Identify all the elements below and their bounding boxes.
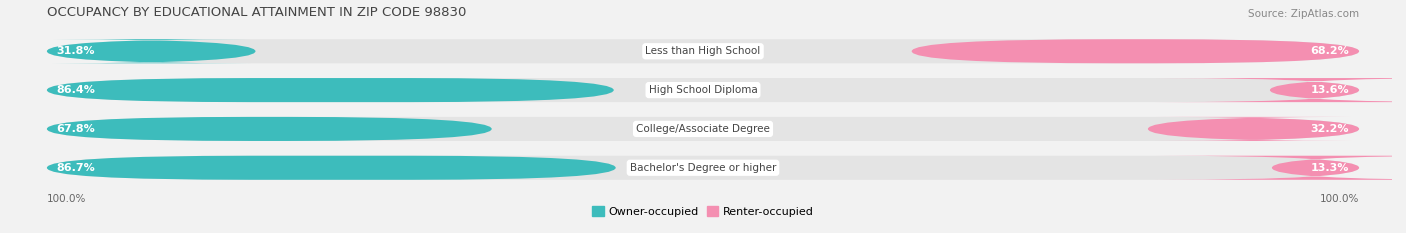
Text: Bachelor's Degree or higher: Bachelor's Degree or higher [630, 163, 776, 173]
Text: 86.4%: 86.4% [56, 85, 96, 95]
FancyBboxPatch shape [46, 117, 492, 141]
FancyBboxPatch shape [1156, 156, 1406, 180]
Text: 86.7%: 86.7% [56, 163, 96, 173]
Text: OCCUPANCY BY EDUCATIONAL ATTAINMENT IN ZIP CODE 98830: OCCUPANCY BY EDUCATIONAL ATTAINMENT IN Z… [46, 7, 467, 19]
Legend: Owner-occupied, Renter-occupied: Owner-occupied, Renter-occupied [588, 202, 818, 221]
FancyBboxPatch shape [46, 117, 1360, 141]
Text: 68.2%: 68.2% [1310, 46, 1350, 56]
Text: 13.3%: 13.3% [1310, 163, 1350, 173]
Text: College/Associate Degree: College/Associate Degree [636, 124, 770, 134]
Text: Source: ZipAtlas.com: Source: ZipAtlas.com [1249, 9, 1360, 19]
Text: 13.6%: 13.6% [1310, 85, 1350, 95]
Text: 31.8%: 31.8% [56, 46, 96, 56]
FancyBboxPatch shape [46, 156, 1360, 180]
FancyBboxPatch shape [911, 39, 1360, 63]
Text: High School Diploma: High School Diploma [648, 85, 758, 95]
Text: 100.0%: 100.0% [46, 194, 86, 204]
Text: Less than High School: Less than High School [645, 46, 761, 56]
Text: 100.0%: 100.0% [1320, 194, 1360, 204]
FancyBboxPatch shape [1147, 117, 1360, 141]
FancyBboxPatch shape [46, 39, 256, 63]
Text: 67.8%: 67.8% [56, 124, 96, 134]
FancyBboxPatch shape [46, 78, 614, 102]
FancyBboxPatch shape [46, 78, 1360, 102]
FancyBboxPatch shape [46, 156, 616, 180]
Text: 32.2%: 32.2% [1310, 124, 1350, 134]
FancyBboxPatch shape [1156, 78, 1406, 102]
FancyBboxPatch shape [46, 39, 1360, 63]
